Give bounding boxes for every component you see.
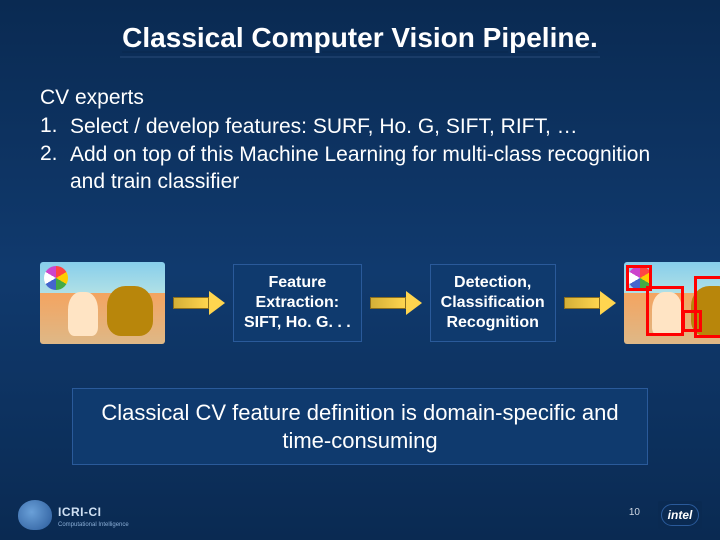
intel-text: intel [668, 508, 693, 522]
arrow-icon [173, 293, 225, 313]
content-area: CV experts 1. Select / develop features:… [0, 58, 720, 195]
intel-logo: intel [658, 501, 702, 529]
icri-logo: ICRI-CI Computational Intelligence [18, 500, 129, 530]
conclusion-box: Classical CV feature definition is domai… [72, 388, 648, 465]
stage-detection: Detection, Classification Recognition [430, 264, 556, 342]
output-image [624, 262, 720, 344]
stage-feature-extraction: Feature Extraction: SIFT, Ho. G. . . [233, 264, 362, 342]
logo-text: ICRI-CI [58, 505, 102, 519]
stage-line: Feature [244, 273, 351, 293]
slide-title: Classical Computer Vision Pipeline. [0, 0, 720, 54]
stage-line: SIFT, Ho. G. . . [244, 313, 351, 333]
stage-line: Extraction: [244, 293, 351, 313]
stage-line: Classification [441, 293, 545, 313]
input-image [40, 262, 165, 344]
stage-line: Recognition [441, 313, 545, 333]
pipeline-diagram: Feature Extraction: SIFT, Ho. G. . . Det… [40, 262, 680, 344]
brain-icon [18, 500, 52, 530]
detection-box [646, 286, 684, 336]
stage-line: Detection, [441, 273, 545, 293]
arrow-icon [370, 293, 422, 313]
detection-box [682, 310, 702, 332]
footer: ICRI-CI Computational Intelligence intel [18, 500, 702, 530]
list-number: 2. [40, 142, 70, 195]
arrow-icon [564, 293, 616, 313]
list-number: 1. [40, 114, 70, 140]
logo-subtitle: Computational Intelligence [58, 522, 129, 528]
content-heading: CV experts [40, 86, 680, 110]
list-text: Add on top of this Machine Learning for … [70, 142, 680, 195]
list-text: Select / develop features: SURF, Ho. G, … [70, 114, 680, 140]
list-item: 2. Add on top of this Machine Learning f… [40, 142, 680, 195]
list-item: 1. Select / develop features: SURF, Ho. … [40, 114, 680, 140]
